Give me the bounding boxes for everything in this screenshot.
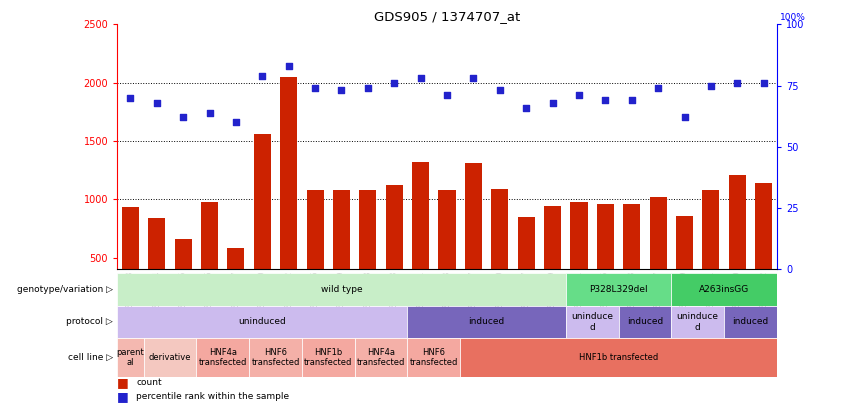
Text: wild type: wild type — [320, 285, 362, 294]
Title: GDS905 / 1374707_at: GDS905 / 1374707_at — [374, 10, 520, 23]
Bar — [385, 185, 403, 316]
Bar — [465, 163, 482, 316]
Point — [334, 87, 348, 94]
Point — [440, 92, 454, 98]
Text: HNF1b transfected: HNF1b transfected — [579, 353, 658, 362]
Point — [572, 92, 586, 98]
Text: cell line ▷: cell line ▷ — [68, 353, 113, 362]
Point — [414, 75, 428, 81]
Bar — [253, 134, 271, 316]
Point — [308, 85, 322, 91]
Point — [255, 72, 269, 79]
Bar — [517, 217, 535, 316]
Text: derivative: derivative — [148, 353, 191, 362]
Bar — [122, 207, 139, 316]
Text: ■: ■ — [117, 390, 129, 403]
Point — [176, 114, 190, 121]
Point — [229, 119, 243, 126]
Point — [757, 80, 771, 86]
Bar — [227, 248, 245, 316]
Text: HNF4a
transfected: HNF4a transfected — [357, 348, 405, 367]
Bar — [724, 306, 777, 338]
Point — [546, 100, 560, 106]
Text: uninduced: uninduced — [239, 318, 286, 326]
Text: protocol ▷: protocol ▷ — [66, 318, 113, 326]
Bar — [566, 306, 619, 338]
Bar — [597, 204, 614, 316]
Bar — [333, 190, 350, 316]
Text: count: count — [136, 378, 162, 387]
Bar — [359, 190, 377, 316]
Bar — [306, 190, 324, 316]
Bar — [623, 204, 641, 316]
Bar — [755, 183, 773, 316]
Bar — [117, 338, 143, 377]
Bar — [117, 306, 407, 338]
Point — [387, 80, 401, 86]
Bar — [407, 338, 460, 377]
Point — [704, 82, 718, 89]
Bar — [174, 239, 192, 316]
Text: 100%: 100% — [780, 13, 806, 22]
Text: percentile rank within the sample: percentile rank within the sample — [136, 392, 289, 401]
Bar — [407, 306, 566, 338]
Point — [651, 85, 665, 91]
Bar — [676, 215, 693, 316]
Text: HNF6
transfected: HNF6 transfected — [410, 348, 458, 367]
Bar — [143, 338, 196, 377]
Point — [598, 97, 612, 104]
Point — [123, 95, 137, 101]
Text: HNF4a
transfected: HNF4a transfected — [199, 348, 247, 367]
Bar — [570, 202, 588, 316]
Bar — [412, 162, 429, 316]
Text: induced: induced — [469, 318, 504, 326]
Text: HNF1b
transfected: HNF1b transfected — [304, 348, 352, 367]
Point — [361, 85, 375, 91]
Text: parent
al: parent al — [116, 348, 144, 367]
Bar — [491, 189, 509, 316]
Bar — [619, 306, 671, 338]
Bar — [649, 197, 667, 316]
Point — [519, 104, 533, 111]
Bar — [196, 338, 249, 377]
Point — [493, 87, 507, 94]
Bar — [280, 77, 297, 316]
Bar — [355, 338, 407, 377]
Text: HNF6
transfected: HNF6 transfected — [252, 348, 299, 367]
Bar — [201, 202, 218, 316]
Text: A263insGG: A263insGG — [699, 285, 749, 294]
Bar — [302, 338, 355, 377]
Text: induced: induced — [627, 318, 663, 326]
Point — [678, 114, 692, 121]
Text: genotype/variation ▷: genotype/variation ▷ — [16, 285, 113, 294]
Point — [202, 109, 216, 116]
Bar — [729, 175, 746, 316]
Bar — [438, 190, 456, 316]
Bar — [671, 306, 724, 338]
Bar — [148, 218, 165, 316]
Point — [282, 63, 296, 69]
Text: uninduce
d: uninduce d — [677, 312, 719, 332]
Bar — [702, 190, 720, 316]
Text: ■: ■ — [117, 376, 129, 389]
Bar — [544, 206, 561, 316]
Bar — [566, 273, 671, 306]
Text: induced: induced — [733, 318, 768, 326]
Point — [466, 75, 480, 81]
Point — [730, 80, 744, 86]
Point — [625, 97, 639, 104]
Bar — [460, 338, 777, 377]
Text: uninduce
d: uninduce d — [571, 312, 613, 332]
Bar — [117, 273, 566, 306]
Point — [150, 100, 164, 106]
Text: P328L329del: P328L329del — [589, 285, 648, 294]
Bar — [671, 273, 777, 306]
Bar — [249, 338, 302, 377]
